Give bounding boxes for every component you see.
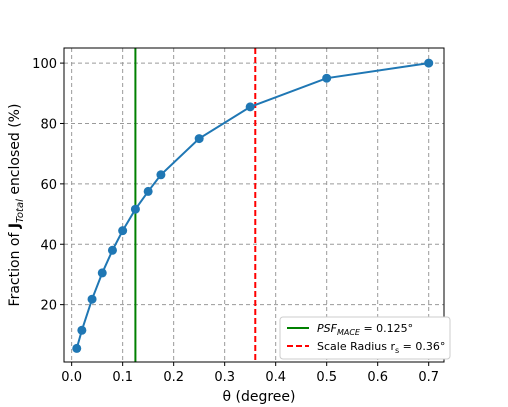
- x-tick-label: 0.4: [265, 370, 286, 385]
- x-tick-label: 0.5: [316, 370, 337, 385]
- x-tick-label: 0.7: [418, 370, 439, 385]
- y-axis-label-symbol: J: [7, 223, 23, 229]
- data-point: [194, 134, 204, 144]
- y-axis-ticks: 20 40 60 80 100: [32, 57, 64, 314]
- data-point: [72, 343, 82, 353]
- data-point: [156, 170, 166, 180]
- x-tick-label: 0.0: [61, 370, 82, 385]
- y-tick-label: 80: [40, 117, 57, 132]
- x-tick-label: 0.1: [112, 370, 133, 385]
- data-point: [87, 294, 97, 304]
- legend-entry-scale-radius: Scale Radius rs = 0.36°: [317, 340, 445, 355]
- data-point: [107, 245, 117, 255]
- y-axis-label-prefix: Fraction of: [7, 228, 23, 306]
- data-series: [72, 58, 434, 353]
- data-point: [118, 226, 128, 236]
- y-axis-label-subscript: Total: [15, 199, 26, 223]
- data-point: [143, 186, 153, 196]
- y-tick-label: 100: [32, 57, 57, 72]
- x-tick-label: 0.3: [214, 370, 235, 385]
- x-tick-label: 0.6: [367, 370, 388, 385]
- y-tick-label: 60: [40, 178, 57, 193]
- y-tick-label: 20: [40, 299, 57, 314]
- x-axis-label: θ (degree): [222, 389, 295, 405]
- legend-entry-psf: PSFMACE = 0.125°: [317, 322, 413, 337]
- x-tick-label: 0.2: [163, 370, 184, 385]
- data-point: [130, 204, 140, 214]
- y-axis-label: Fraction of JTotal enclosed (%): [7, 104, 26, 307]
- data-point: [245, 102, 255, 112]
- legend-box: [279, 316, 451, 360]
- reference-lines: [134, 48, 257, 362]
- grid: [64, 48, 444, 362]
- data-point: [424, 58, 434, 68]
- y-axis-label-suffix: enclosed (%): [7, 104, 23, 200]
- data-point: [77, 325, 87, 335]
- legend: PSFMACE = 0.125° Scale Radius rs = 0.36°: [279, 316, 451, 360]
- data-point: [97, 268, 107, 278]
- data-point: [322, 73, 332, 83]
- x-axis-ticks: 0.0 0.1 0.2 0.3 0.4 0.5 0.6 0.7: [61, 362, 439, 385]
- y-tick-label: 40: [40, 238, 57, 253]
- plot-frame: [63, 47, 445, 363]
